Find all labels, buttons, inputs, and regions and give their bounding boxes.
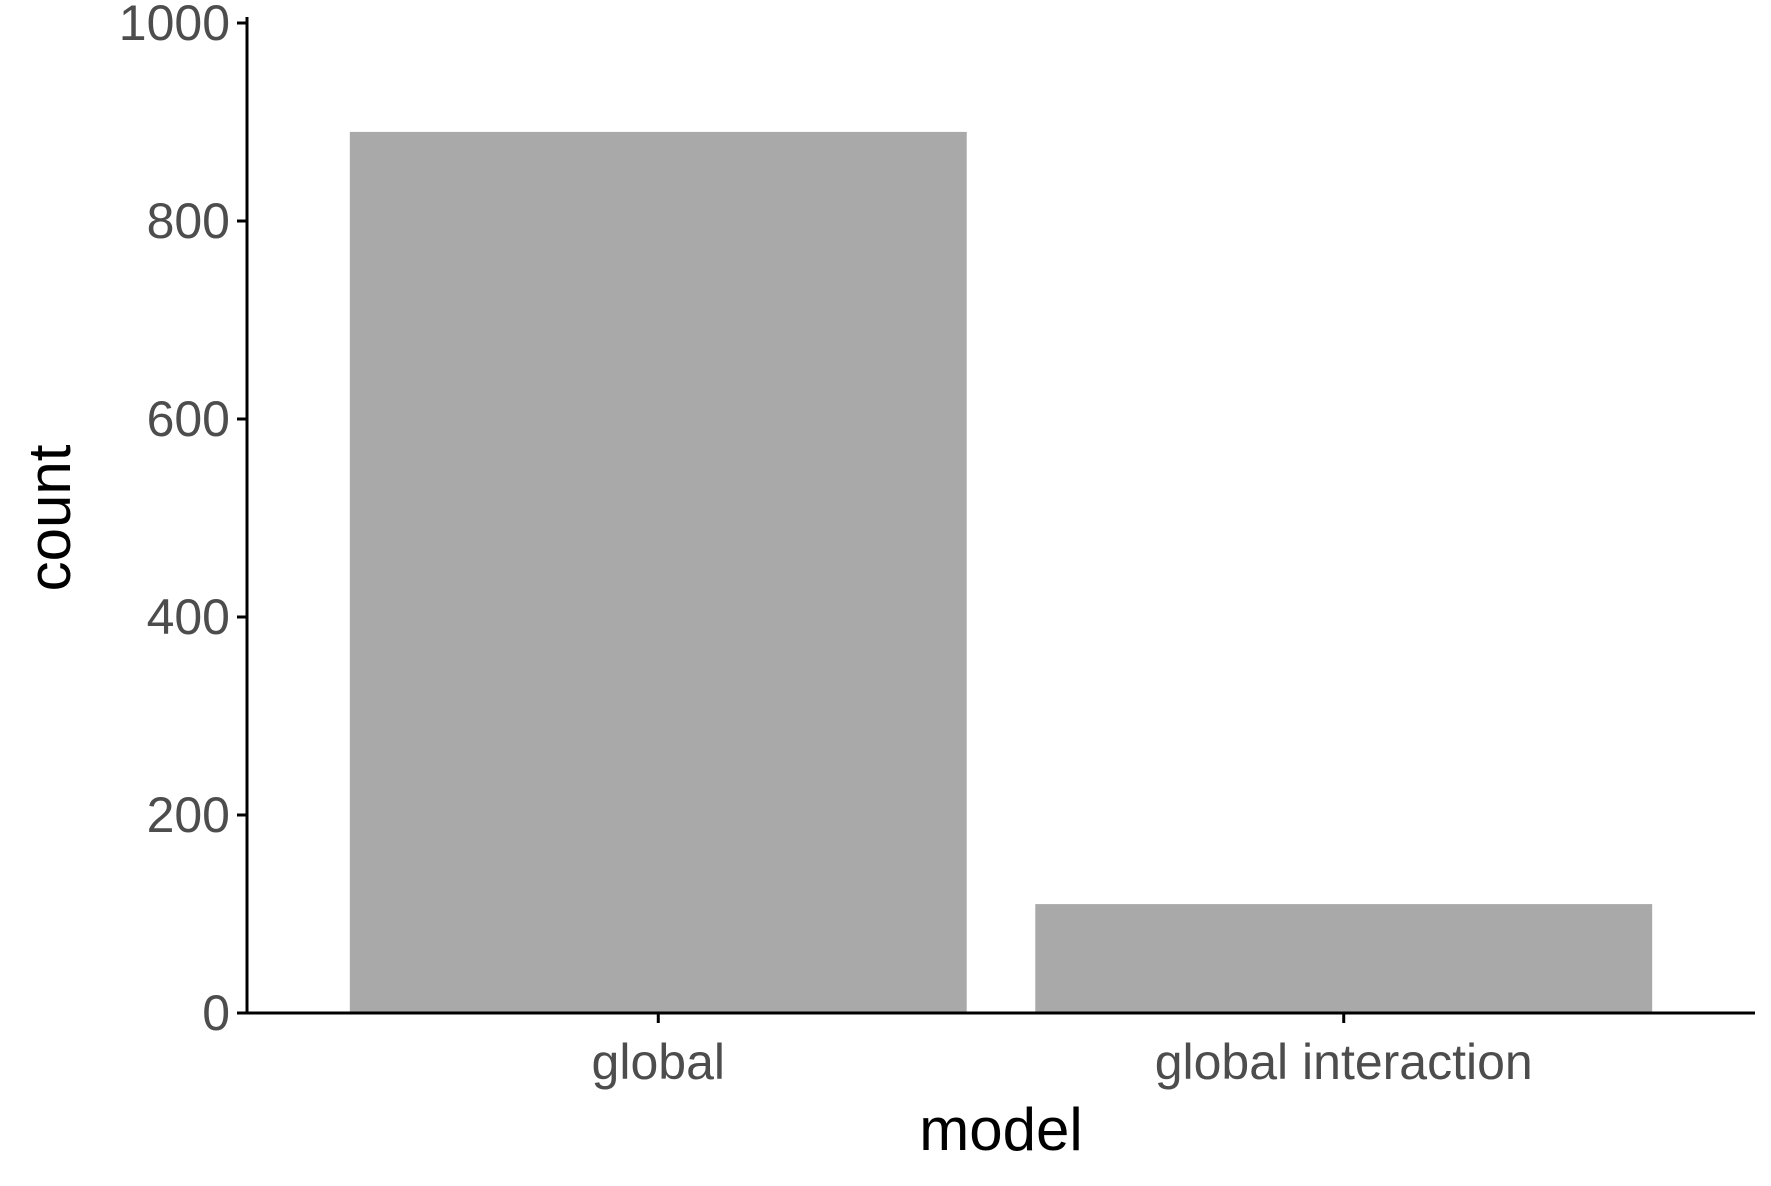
x-axis-title: model bbox=[919, 1096, 1082, 1163]
axes bbox=[245, 17, 1755, 1015]
bars bbox=[349, 131, 1653, 1013]
tick-labels: 0 200 400 600 800 1000 global global interactio… bbox=[119, 0, 1533, 1090]
bar-1 bbox=[1035, 904, 1653, 1013]
y-tick-label: 600 bbox=[147, 391, 230, 447]
y-axis-title: count bbox=[16, 444, 83, 591]
x-tick-label: global interaction bbox=[1155, 1034, 1533, 1090]
x-tick-label: global bbox=[592, 1034, 725, 1090]
y-tick-label: 800 bbox=[147, 193, 230, 249]
y-tick-label: 1000 bbox=[119, 0, 230, 51]
y-tick-label: 400 bbox=[147, 589, 230, 645]
bar-0 bbox=[349, 131, 967, 1013]
tick-marks bbox=[237, 21, 1346, 1023]
y-tick-label: 0 bbox=[202, 985, 230, 1041]
y-tick-label: 200 bbox=[147, 787, 230, 843]
